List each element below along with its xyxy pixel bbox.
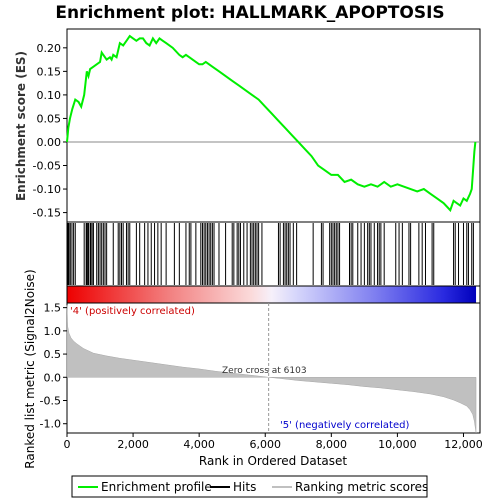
- legend-label-enrichment-profile: Enrichment profile: [101, 480, 212, 494]
- metric-xtick-label: 2,000: [117, 438, 149, 451]
- legend-label-hits: Hits: [233, 480, 256, 494]
- metric-x-axis-title: Rank in Ordered Dataset: [199, 454, 347, 468]
- metric-xtick-label: 8,000: [316, 438, 348, 451]
- es-ytick-label: 0.05: [37, 112, 62, 125]
- es-y-axis-title: Enrichment score (ES): [14, 51, 28, 201]
- es-ytick-label: 0.00: [37, 136, 62, 149]
- metric-ytick-label: 0.5: [44, 348, 62, 361]
- metric-y-axis-title: Ranked list metric (Signal2Noise): [23, 269, 37, 468]
- metric-ytick-label: -0.5: [40, 395, 61, 408]
- legend: Enrichment profile Hits Ranking metric s…: [71, 475, 428, 498]
- plot-title: Enrichment plot: HALLMARK_APOPTOSIS: [55, 3, 444, 23]
- metric-ytick-label: 0.0: [44, 371, 62, 384]
- metric-xticks: 0 2,000 4,000 6,000 8,000 10,000 12,000: [64, 433, 483, 451]
- metric-xtick-label: 10,000: [378, 438, 417, 451]
- metric-panel: -1.0 -0.5 0.0 0.5 1.0 1.5 0 2,000 4,000 6,000 8,0…: [23, 269, 483, 468]
- metric-ytick-label: -1.0: [40, 418, 61, 431]
- metric-yticks: -1.0 -0.5 0.0 0.5 1.0 1.5: [40, 302, 67, 431]
- es-ytick-label: -0.15: [33, 207, 61, 220]
- hits-panel-frame: [66, 221, 481, 287]
- negative-correlation-label: '5' (negatively correlated): [280, 420, 409, 431]
- hits-panel: [66, 221, 481, 287]
- es-ytick-label: -0.10: [33, 183, 61, 196]
- hit-marks: [67, 223, 474, 285]
- metric-ytick-label: 1.5: [44, 302, 62, 315]
- zero-cross-label: Zero cross at 6103: [222, 366, 307, 376]
- es-panel: -0.15 -0.10 -0.05 0.00 0.05 0.10 0.15 0.20 Enri…: [14, 28, 481, 223]
- es-yticks: -0.15 -0.10 -0.05 0.00 0.05 0.10 0.15 0.20: [33, 42, 67, 220]
- metric-xtick-label: 4,000: [183, 438, 215, 451]
- es-panel-frame: [66, 28, 481, 223]
- legend-frame: [71, 475, 428, 498]
- metric-xtick-label: 0: [64, 438, 71, 451]
- es-ytick-label: 0.15: [37, 65, 62, 78]
- enrichment-profile-line: [66, 34, 477, 213]
- es-ytick-label: 0.20: [37, 42, 62, 55]
- metric-xtick-label: 12,000: [444, 438, 483, 451]
- ranking-color-bar: [67, 286, 477, 303]
- metric-xtick-label: 6,000: [249, 438, 281, 451]
- legend-label-ranking-metric: Ranking metric scores: [295, 480, 428, 494]
- ranking-metric-area: [66, 305, 477, 434]
- positive-correlation-label: '4' (positively correlated): [70, 306, 195, 317]
- es-ytick-label: -0.05: [33, 160, 61, 173]
- metric-ytick-label: 1.0: [44, 325, 62, 338]
- es-ytick-label: 0.10: [37, 89, 62, 102]
